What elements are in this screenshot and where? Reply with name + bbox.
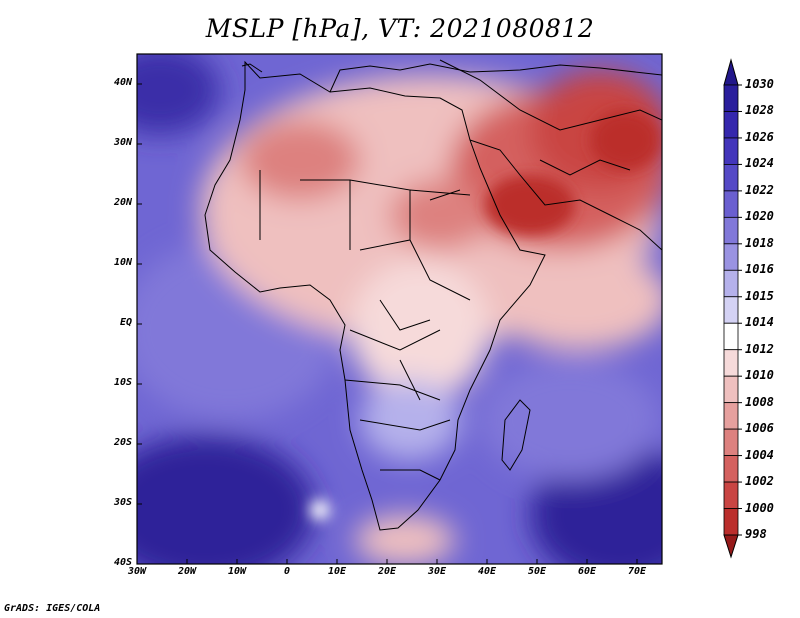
colorbar-segment bbox=[723, 137, 739, 165]
lon-tick-label: 30E bbox=[427, 566, 447, 577]
colorbar-segment bbox=[723, 164, 739, 192]
lon-tick-label: 20W bbox=[177, 566, 197, 577]
lat-tick-label: EQ bbox=[119, 317, 132, 328]
colorbar-segment bbox=[723, 111, 739, 139]
colorbar-segment bbox=[723, 455, 739, 483]
lat-tick-label: 30N bbox=[113, 137, 132, 148]
lat-tick-label: 20S bbox=[113, 437, 132, 448]
colorbar-segment bbox=[723, 243, 739, 271]
lon-tick-label: 50E bbox=[527, 566, 547, 577]
colorbar-label: 1030 bbox=[745, 77, 774, 91]
lon-tick-label: 0 bbox=[283, 566, 291, 577]
lat-tick-label: 30S bbox=[113, 497, 132, 508]
colorbar bbox=[723, 58, 742, 559]
lon-tick-label: 10W bbox=[227, 566, 247, 577]
axis-ticks bbox=[136, 83, 638, 565]
colorbar-segment bbox=[723, 84, 739, 112]
colorbar-segment bbox=[723, 375, 739, 404]
colorbar-label: 1024 bbox=[745, 156, 774, 171]
lat-tick-label: 10N bbox=[113, 257, 132, 268]
grads-credit: GrADS: IGES/COLA bbox=[4, 603, 101, 614]
lon-tick-label: 60E bbox=[577, 566, 597, 577]
colorbar-segment bbox=[723, 481, 739, 509]
colorbar-segment bbox=[723, 216, 739, 245]
colorbar-segment bbox=[723, 428, 739, 456]
colorbar-label: 1015 bbox=[745, 288, 774, 303]
lon-tick-label: 40E bbox=[477, 566, 497, 577]
colorbar-label: 998 bbox=[745, 527, 767, 541]
pressure-field bbox=[137, 54, 662, 564]
colorbar-label: 1004 bbox=[745, 447, 774, 462]
colorbar-segment bbox=[723, 402, 739, 430]
lat-tick-label: 40N bbox=[113, 77, 132, 88]
colorbar-min-arrow bbox=[723, 534, 739, 559]
lon-tick-label: 20E bbox=[377, 566, 397, 577]
lat-tick-label: 10S bbox=[113, 377, 132, 388]
colorbar-label: 1020 bbox=[745, 209, 774, 224]
colorbar-label: 1018 bbox=[745, 235, 774, 250]
colorbar-segment bbox=[723, 349, 739, 377]
colorbar-label: 1008 bbox=[745, 394, 774, 409]
colorbar-label: 1002 bbox=[745, 474, 774, 489]
colorbar-label: 1016 bbox=[745, 262, 774, 277]
colorbar-label: 1014 bbox=[745, 315, 774, 330]
colorbar-segment bbox=[723, 190, 739, 218]
colorbar-label: 1010 bbox=[745, 368, 774, 383]
colorbar-label: 1028 bbox=[745, 103, 774, 118]
colorbar-label: 1000 bbox=[745, 500, 774, 515]
lat-tick-label: 20N bbox=[113, 197, 132, 208]
map-frame bbox=[136, 53, 663, 565]
colorbar-label: 1006 bbox=[745, 421, 774, 436]
colorbar-segment bbox=[723, 269, 739, 298]
lon-tick-label: 30W bbox=[127, 566, 147, 577]
colorbar-segment bbox=[723, 296, 739, 324]
chart-title: MSLP [hPa], VT: 2021080812 bbox=[205, 14, 595, 43]
colorbar-segment bbox=[723, 322, 739, 351]
colorbar-segment bbox=[723, 508, 739, 536]
coastlines bbox=[204, 59, 662, 531]
colorbar-label: 1022 bbox=[745, 182, 774, 197]
lat-tick-label: 40S bbox=[113, 557, 132, 568]
lon-tick-label: 10E bbox=[327, 566, 347, 577]
colorbar-label: 1026 bbox=[745, 129, 774, 144]
colorbar-max-arrow bbox=[723, 58, 739, 86]
lon-tick-label: 70E bbox=[627, 566, 647, 577]
colorbar-label: 1012 bbox=[745, 341, 774, 356]
